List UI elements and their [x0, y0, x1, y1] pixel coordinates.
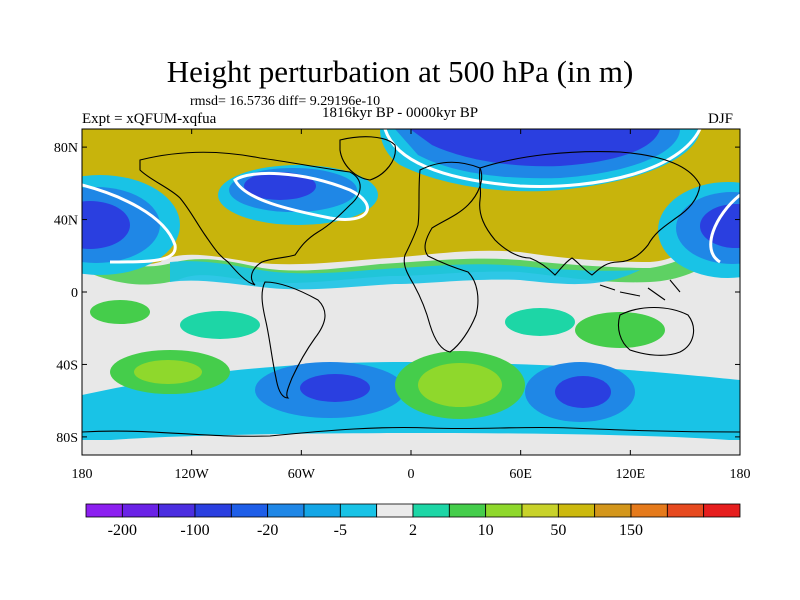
lon-tick-label: 60E	[509, 467, 532, 482]
lat-tick-label: 80S	[56, 431, 78, 446]
colorbar-label: 150	[619, 522, 643, 539]
statistics-label: rmsd= 16.5736 diff= 9.29196e-10	[190, 94, 381, 109]
lat-tick-label: 40N	[54, 214, 78, 229]
indonesia-islands	[599, 279, 681, 301]
colorbar-label: -100	[180, 522, 209, 539]
lon-tick-label: 60W	[288, 467, 316, 482]
lon-tick-label: 120E	[616, 467, 646, 482]
colorbar-label: -200	[108, 522, 137, 539]
colorbar-swatch	[557, 503, 596, 518]
coastlines	[82, 136, 740, 437]
colorbar-swatch	[594, 503, 632, 518]
experiment-label: Expt = xQFUM-xqfua	[82, 111, 217, 127]
map-area	[82, 129, 740, 455]
sh-green-patch-2	[505, 308, 575, 336]
colorbar-label: 2	[409, 522, 417, 539]
map-title: Height perturbation at 500 hPa (in m)	[166, 54, 634, 89]
lon-tick-label: 120W	[175, 467, 210, 482]
colorbar-swatch	[412, 503, 450, 518]
colorbar-swatch	[703, 503, 741, 518]
colorbar-swatch	[666, 503, 705, 518]
europe-africa-coast	[403, 161, 483, 353]
arctic-low-core	[410, 129, 660, 167]
south-indian-low-core	[555, 376, 611, 408]
lat-tick-label: 40S	[56, 358, 78, 373]
period-label: 1816kyr BP - 0000kyr BP	[322, 105, 479, 121]
colorbar-swatch	[521, 503, 559, 518]
antarctica-coast	[82, 426, 740, 437]
np-low-west-core	[82, 201, 130, 249]
lon-tick-label: 180	[730, 467, 751, 482]
south-pacific-low-core	[300, 374, 370, 402]
lat-tick-label: 80N	[54, 141, 78, 156]
colorbar-swatch	[630, 503, 668, 518]
colorbar-swatch	[485, 503, 523, 518]
colorbar-label: 10	[478, 522, 494, 539]
sh-green-patch-4	[90, 300, 150, 324]
nh-green-fringe	[82, 215, 740, 285]
south-america-coast	[261, 281, 326, 399]
colorbar-swatch	[448, 503, 487, 518]
south-atlantic-high-core	[418, 363, 502, 407]
colorbar-label: -5	[334, 522, 347, 539]
np-low-east-core	[700, 204, 740, 248]
colorbar-swatch	[194, 503, 232, 518]
colorbar-swatch	[376, 503, 414, 518]
sh-green-patch	[575, 312, 665, 348]
sh-green-patch-3	[180, 311, 260, 339]
lat-tick-label: 0	[71, 286, 78, 301]
south-pacific-high-west-core	[134, 360, 202, 384]
colorbar: -200 -100 -20 -5 2 10 50 150	[85, 503, 741, 539]
colorbar-swatch	[158, 503, 196, 518]
zero-contours	[82, 129, 740, 264]
latitude-axis: 80N 40N 0 40S 80S	[54, 141, 740, 446]
asia-coast	[478, 151, 701, 276]
colorbar-swatch	[85, 503, 123, 518]
longitude-axis: 180 120W 60W 0 60E 120E 180	[72, 129, 751, 482]
height-field	[82, 129, 740, 455]
colorbar-swatch	[121, 503, 160, 518]
north-america-coast	[139, 151, 361, 286]
colorbar-swatch	[303, 503, 341, 518]
greenland-coast	[339, 136, 396, 181]
colorbar-swatch	[230, 503, 269, 518]
colorbar-swatch	[267, 503, 305, 518]
tropical-blue-band	[170, 261, 640, 290]
na-low-core	[244, 172, 316, 200]
colorbar-label: 50	[550, 522, 566, 539]
australia-coast	[617, 307, 695, 356]
colorbar-swatch	[339, 503, 378, 518]
lon-tick-label: 180	[72, 467, 93, 482]
colorbar-label: -20	[257, 522, 278, 539]
antarctic-gray	[82, 433, 740, 455]
season-label: DJF	[708, 111, 734, 127]
lon-tick-label: 0	[408, 467, 415, 482]
